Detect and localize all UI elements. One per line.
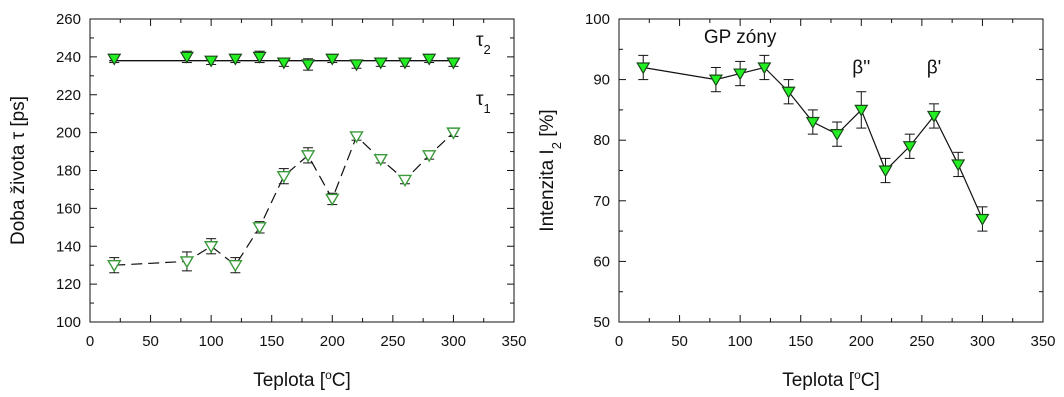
x-tick-label: 50 [671,333,688,350]
y-tick-label: 120 [56,276,81,293]
series-2 [107,127,461,274]
y-tick-label: 90 [593,72,610,89]
data-point [975,213,990,226]
series-1 [636,54,990,232]
y-axis-title: Intenzita I2 [%] [537,109,564,231]
x-tick-label: 250 [380,333,405,350]
data-point [179,256,195,269]
x-tick-label: 100 [199,333,224,350]
y-axis-title: Doba života τ [ps] [8,96,29,245]
y-tick-label: 100 [585,11,610,28]
series-label-tau1: τ1 [476,89,491,116]
x-tick-label: 250 [909,333,934,350]
plot-frame [89,18,515,323]
data-point [228,53,243,66]
data-point [107,259,122,273]
data-point [830,129,845,142]
y-tick-label: 240 [56,49,81,66]
data-point [757,62,772,75]
data-point [733,68,748,81]
y-tick-label: 70 [593,193,610,210]
y-tick-label: 100 [56,314,81,331]
x-tick-label: 0 [86,333,94,350]
data-point [446,127,461,140]
data-point [252,51,267,64]
x-tick-label: 300 [441,333,466,350]
data-point [228,259,243,273]
chart-right-intensity: 0 50 100 150 200 250 300 350 50 60 70 80 90 100 Teplot… [537,11,1056,391]
data-point [397,174,413,188]
data-point [781,86,796,99]
data-point [854,104,869,117]
annotation-label: β'' [852,58,870,79]
data-point [107,53,122,66]
y-tick-label: 220 [56,87,81,104]
data-point [805,116,820,129]
data-point [349,131,364,144]
data-point [203,241,219,254]
data-point [708,74,723,87]
data-point [878,165,893,178]
data-point [325,193,340,206]
data-point [349,59,364,72]
x-tick-label: 300 [970,333,995,350]
x-tick-label: 150 [259,333,284,350]
data-point [421,150,437,163]
x-axis-title: Teplota [oC] [782,368,880,391]
y-tick-label: 140 [56,238,81,255]
data-point [301,59,316,72]
x-tick-label: 200 [849,333,874,350]
data-point [276,57,291,70]
series-label-tau2: τ2 [476,30,491,57]
y-tick-label: 260 [56,11,81,28]
series-line [643,66,983,220]
data-point [636,62,651,75]
y-tick-label: 60 [593,253,610,270]
data-point [300,150,316,163]
x-tick-label: 350 [501,333,526,350]
data-point [276,170,292,184]
data-point [179,51,194,64]
data-point [446,57,461,70]
y-tick-label: 180 [56,163,81,180]
data-point [951,159,966,172]
x-tick-label: 350 [1030,333,1055,350]
data-point [422,53,437,66]
y-tick-label: 200 [56,125,81,142]
annotation-label: β' [927,58,942,79]
chart-left-lifetime: 0 50 100 150 200 250 300 350 100 120 140 160 180 200 2… [8,11,527,391]
x-axis-title: Teplota [oC] [253,368,351,391]
series-1 [107,50,461,72]
x-tick-label: 150 [788,333,813,350]
y-tick-label: 50 [593,314,610,331]
data-point [373,57,388,70]
data-point [204,55,219,68]
plot-frame [618,18,1044,323]
data-point [252,222,267,235]
data-point [902,141,917,154]
x-tick-label: 100 [728,333,753,350]
data-point [325,53,340,66]
x-tick-label: 0 [615,333,623,350]
data-point [926,110,942,123]
annotation-label: GP zóny [704,27,777,48]
y-tick-label: 80 [593,132,610,149]
x-tick-label: 50 [142,333,159,350]
data-point [397,57,413,70]
series-line [114,132,454,267]
y-tick-label: 160 [56,200,81,217]
x-tick-label: 200 [320,333,345,350]
data-point [373,153,388,167]
